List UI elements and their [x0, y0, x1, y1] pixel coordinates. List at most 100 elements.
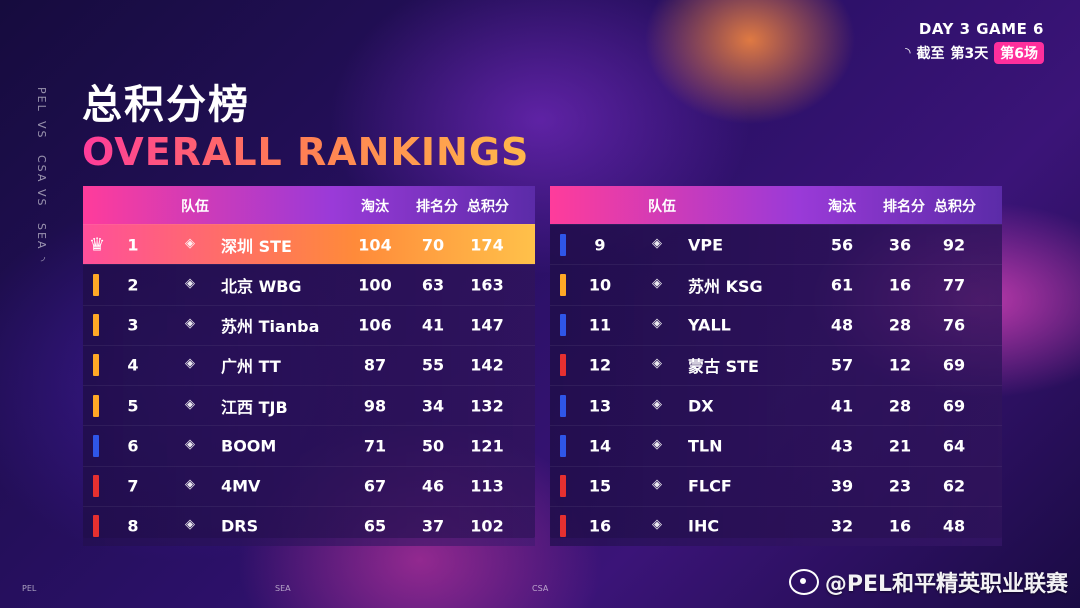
rank-cell: 8 [127, 516, 139, 536]
table-row: 6 ◈ BOOM 71 50 121 [83, 425, 535, 466]
qualification-marker [560, 394, 566, 417]
header-team: 队伍 [181, 199, 209, 215]
total-cell: 77 [942, 275, 966, 295]
total-cell: 64 [942, 436, 966, 456]
team-logo-icon: ◈ [652, 517, 662, 533]
team-name: 广州 TT [221, 357, 281, 377]
rankings-table-left: 队伍 淘汰 排名分 总积分 ♛ 1 ◈ 深圳 STE 104 70 174 2 ◈ 北京 WBG 1… [83, 186, 535, 546]
header-place: 排名分 [883, 199, 925, 215]
header-total: 总积分 [467, 199, 509, 215]
rank-cell: 14 [588, 436, 612, 456]
header-place: 排名分 [416, 199, 458, 215]
team-logo-icon: ◈ [185, 316, 195, 332]
team-logo-icon: ◈ [652, 477, 662, 493]
rank-cell: 15 [588, 476, 612, 496]
place-cell: 36 [888, 235, 912, 255]
rank-cell: 6 [127, 436, 139, 456]
table-body: ♛ 1 ◈ 深圳 STE 104 70 174 2 ◈ 北京 WBG 100 63 163 3 ◈ 苏州 Ti… [83, 224, 535, 546]
elim-cell: 98 [363, 396, 387, 416]
place-cell: 41 [421, 315, 445, 335]
place-cell: 37 [421, 516, 445, 536]
crown-icon: ♛ [89, 234, 106, 256]
total-cell: 163 [470, 275, 504, 295]
total-cell: 121 [470, 436, 504, 456]
qualification-marker [93, 434, 99, 457]
team-logo-icon: ◈ [185, 396, 195, 412]
elim-cell: 43 [830, 436, 854, 456]
total-cell: 69 [942, 355, 966, 375]
team-name: IHC [688, 516, 720, 536]
header-elim: 淘汰 [361, 199, 389, 215]
total-cell: 102 [470, 516, 504, 536]
team-name: 4MV [221, 476, 261, 496]
team-logo-icon: ◈ [185, 477, 195, 493]
header-total: 总积分 [934, 199, 976, 215]
total-cell: 113 [470, 476, 504, 496]
place-cell: 70 [421, 235, 445, 255]
team-logo-icon: ◈ [185, 275, 195, 291]
table-header: 队伍 淘汰 排名分 总积分 [550, 186, 1002, 224]
rank-cell: 2 [127, 275, 139, 295]
team-name: VPE [688, 235, 724, 255]
place-cell: 28 [888, 315, 912, 335]
page-subtitle: OVERALL RANKINGS [82, 130, 530, 174]
header-elim: 淘汰 [828, 199, 856, 215]
team-logo-icon: ◈ [185, 356, 195, 372]
qualification-marker [560, 233, 566, 256]
place-cell: 16 [888, 516, 912, 536]
elim-cell: 32 [830, 516, 854, 536]
qualification-marker [93, 475, 99, 498]
table-row: 14 ◈ TLN 43 21 64 [550, 425, 1002, 466]
elim-cell: 65 [363, 516, 387, 536]
side-label: ◝ [35, 257, 48, 264]
header-team: 队伍 [648, 199, 676, 215]
side-label: PEL [35, 87, 48, 113]
team-logo-icon: ◈ [652, 396, 662, 412]
qualification-marker [93, 314, 99, 337]
place-cell: 46 [421, 476, 445, 496]
footer-label-sea: SEA [275, 584, 291, 593]
day-game-badge: DAY 3 GAME 6 ◝ 截至 第3天 第6场 [905, 20, 1044, 64]
elim-cell: 41 [830, 396, 854, 416]
qualification-marker [560, 314, 566, 337]
rank-cell: 16 [588, 516, 612, 536]
elim-cell: 61 [830, 275, 854, 295]
elim-cell: 48 [830, 315, 854, 335]
total-cell: 62 [942, 476, 966, 496]
side-vertical-labels: PEL VS CSA VS SEA ◝ [22, 78, 48, 282]
qualification-marker [560, 434, 566, 457]
total-cell: 174 [470, 235, 504, 255]
side-label: SEA [35, 223, 48, 251]
team-name: TLN [688, 436, 723, 456]
team-name: DX [688, 396, 714, 416]
elim-cell: 57 [830, 355, 854, 375]
place-cell: 63 [421, 275, 445, 295]
day-game-label: DAY 3 GAME 6 [918, 20, 1044, 38]
slash-icon: ◝ [905, 45, 911, 61]
qualification-marker [560, 273, 566, 296]
total-cell: 132 [470, 396, 504, 416]
rank-cell: 10 [588, 275, 612, 295]
weibo-watermark: @PEL和平精英职业联赛 [788, 566, 1068, 598]
place-cell: 12 [888, 355, 912, 375]
rank-cell: 3 [127, 315, 139, 335]
elim-cell: 104 [358, 235, 392, 255]
table-row: ♛ 1 ◈ 深圳 STE 104 70 174 [83, 224, 535, 265]
place-cell: 28 [888, 396, 912, 416]
team-logo-icon: ◈ [652, 316, 662, 332]
rank-cell: 4 [127, 355, 139, 375]
place-cell: 21 [888, 436, 912, 456]
badge-prefix: 截至 [916, 46, 945, 62]
day-game-sub: ◝ 截至 第3天 第6场 [905, 42, 1044, 64]
rank-cell: 13 [588, 396, 612, 416]
rank-cell: 5 [127, 396, 139, 416]
table-row: 8 ◈ DRS 65 37 102 [83, 505, 535, 546]
team-name: 江西 TJB [221, 397, 288, 417]
rank-cell: 11 [588, 315, 612, 335]
table-row: 10 ◈ 苏州 KSG 61 16 77 [550, 264, 1002, 305]
team-logo-icon: ◈ [652, 235, 662, 251]
total-cell: 69 [942, 396, 966, 416]
rank-cell: 12 [588, 355, 612, 375]
watermark-text: @PEL和平精英职业联赛 [824, 572, 1068, 597]
table-row: 12 ◈ 蒙古 STE 57 12 69 [550, 344, 1002, 385]
